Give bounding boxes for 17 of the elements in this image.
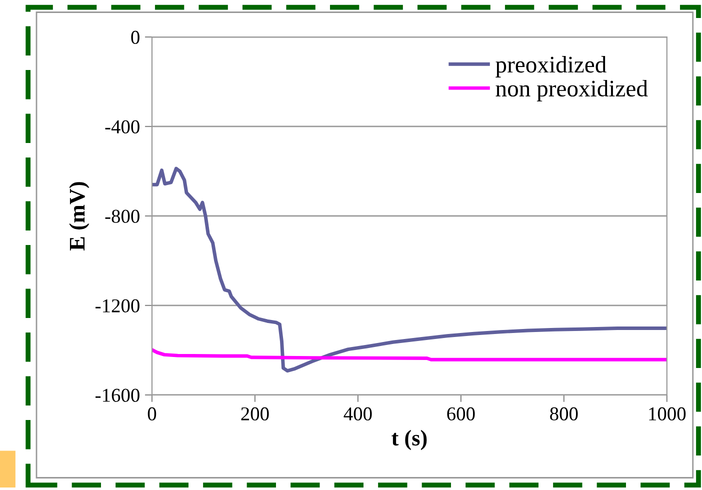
x-tick-label: 800 (550, 407, 578, 420)
legend-label: non preoxidized (496, 80, 648, 102)
y-tick-label: -400 (105, 120, 140, 134)
x-tick-label: 600 (447, 407, 475, 420)
line-series (152, 166, 667, 373)
x-tick-label: 400 (344, 407, 372, 420)
legend-label: preoxidized (496, 56, 606, 78)
x-tick-label: 200 (241, 407, 269, 420)
x-tick-label: 0 (148, 407, 156, 420)
y-axis-title: E (mV) (69, 182, 90, 250)
y-tick-label: -1200 (96, 299, 140, 312)
y-tick-label: 0 (131, 30, 140, 44)
y-tick-label: -800 (105, 210, 140, 223)
x-axis-title: t (s) (392, 430, 427, 450)
x-tick-label: 1000 (649, 407, 686, 420)
line-series (152, 348, 667, 362)
y-tick-label: -1600 (96, 388, 140, 402)
